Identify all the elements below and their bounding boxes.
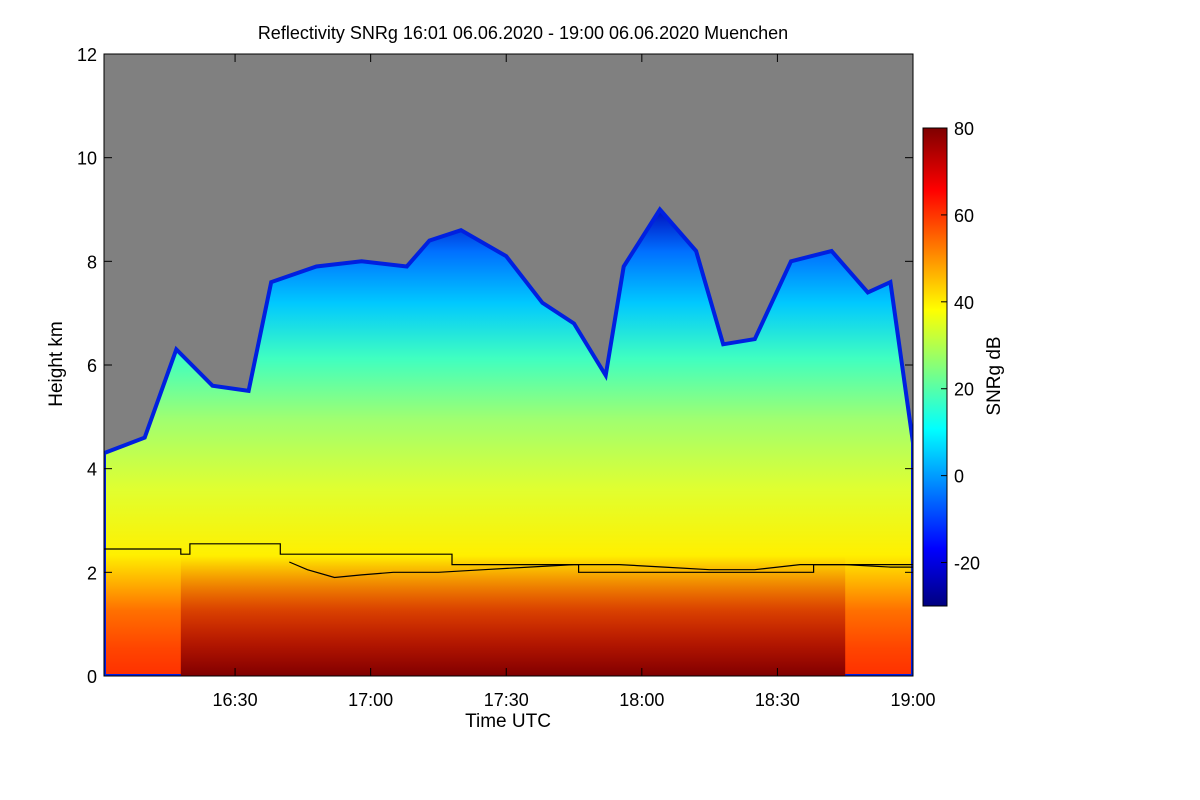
y-tick-label: 0 [87,667,97,687]
y-tick-label: 8 [87,252,97,272]
y-axis: 0 2 4 6 8 10 12 [77,45,913,687]
ground-echo [180,556,846,676]
colorbar-tick-label: 60 [954,206,974,226]
x-tick-label: 17:00 [348,690,393,710]
colorbar-label: SNRg dB [984,336,1005,415]
y-tick-label: 10 [77,149,97,169]
overlay-lines [104,543,913,579]
x-axis: 16:30 17:00 17:30 18:00 18:30 19:00 [213,54,936,710]
y-tick-label: 4 [87,460,97,480]
x-tick-label: 19:00 [890,690,935,710]
line-wavy [289,561,913,579]
colorbar-tick-label: 80 [954,119,974,139]
colorbar-ticks: -20 0 20 40 60 80 [941,119,980,574]
x-tick-label: 16:30 [213,690,258,710]
y-tick-label: 2 [87,563,97,583]
colorbar-tick-label: 20 [954,380,974,400]
x-tick-label: 18:30 [755,690,800,710]
colorbar [922,127,948,607]
colorbar-tick-label: 40 [954,293,974,313]
chart-title: Reflectivity SNRg 16:01 06.06.2020 - 19:… [258,23,788,43]
x-tick-label: 17:30 [484,690,529,710]
line-step [104,543,913,573]
y-tick-label: 6 [87,356,97,376]
x-tick-label: 18:00 [619,690,664,710]
x-axis-label: Time UTC [465,711,551,732]
colorbar-tick-label: -20 [954,554,980,574]
y-axis-label: Height km [46,321,67,407]
y-tick-label: 12 [77,45,97,65]
colorbar-tick-label: 0 [954,467,964,487]
